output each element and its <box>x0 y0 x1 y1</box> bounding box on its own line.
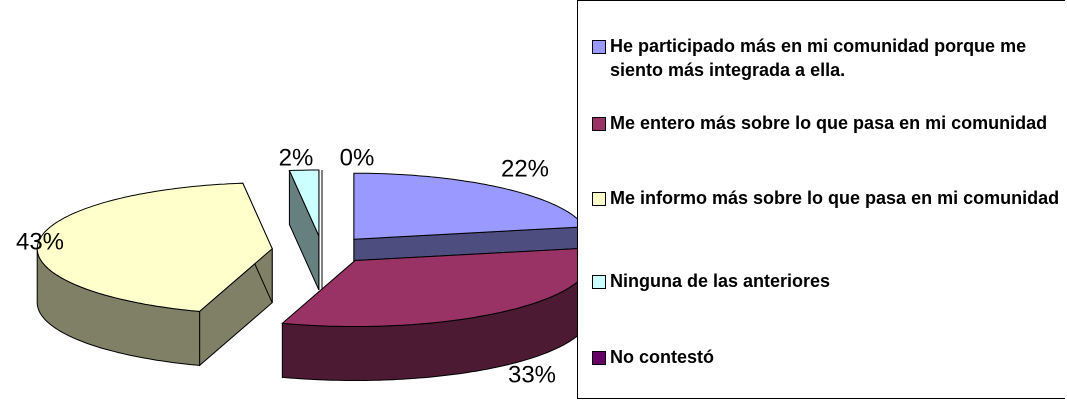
legend-label: Me informo más sobre lo que pasa en mi c… <box>610 188 1060 208</box>
slice <box>36 182 273 312</box>
legend-entry: Ninguna de las anteriores <box>592 269 1062 293</box>
slice-label: 2% <box>279 144 314 171</box>
pie-tops <box>36 169 577 327</box>
legend-entry: He participado más en mi comunidad porqu… <box>592 34 1062 82</box>
slice <box>353 172 577 240</box>
legend-label: Me entero más sobre lo que pasa en mi co… <box>610 113 1048 133</box>
slice-label: 43% <box>16 228 64 255</box>
legend-swatch <box>592 40 606 54</box>
slice-label: 0% <box>340 144 375 171</box>
legend-label: He participado más en mi comunidad porqu… <box>610 36 1027 80</box>
slice-label: 22% <box>501 155 549 182</box>
legend-entry: No contestó <box>592 345 1062 369</box>
slice-label: 33% <box>508 361 556 388</box>
slice <box>288 169 320 237</box>
legend-label: No contestó <box>610 347 715 367</box>
legend-entry: Me informo más sobre lo que pasa en mi c… <box>592 186 1062 210</box>
legend-label: Ninguna de las anteriores <box>610 271 831 291</box>
chart: 22% 33% 43% 2% 0% <box>16 144 577 388</box>
legend-swatch <box>592 192 606 206</box>
legend-swatch <box>592 351 606 365</box>
legend: He participado más en mi comunidad porqu… <box>577 0 1065 399</box>
slice <box>281 248 577 327</box>
legend-entry: Me entero más sobre lo que pasa en mi co… <box>592 111 1062 135</box>
legend-swatch <box>592 117 606 131</box>
legend-swatch <box>592 275 606 289</box>
